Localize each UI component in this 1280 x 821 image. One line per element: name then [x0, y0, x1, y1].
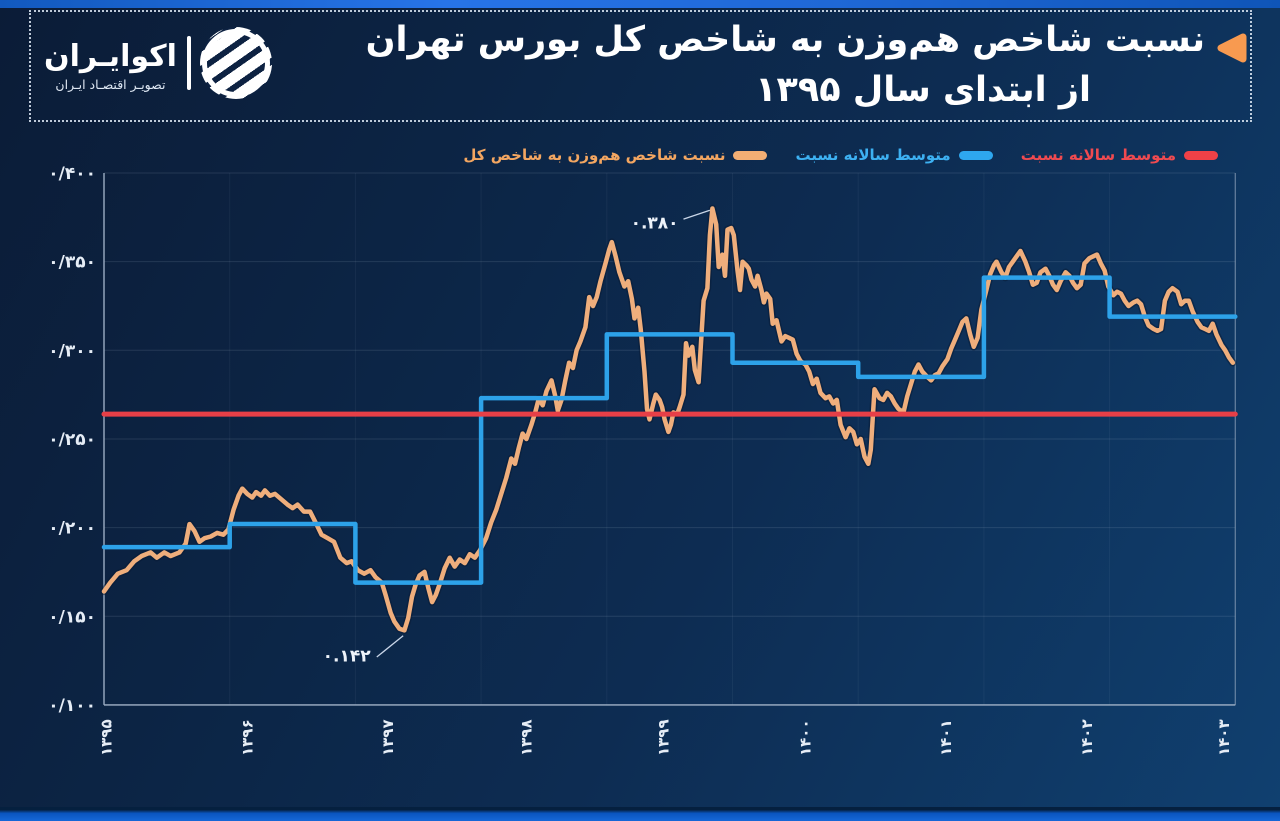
legend-item-0: نسبت شاخص هم‌وزن به شاخص کل: [463, 146, 768, 164]
x-tick-label: ۱۴۰۲: [1078, 719, 1096, 756]
y-tick-label: ۰/۲۵۰: [48, 430, 96, 450]
y-tick-label: ۰/۴۰۰: [48, 164, 96, 184]
legend-swatch-icon: [1184, 150, 1218, 160]
legend-item-1: متوسط سالانه نسبت: [795, 146, 993, 164]
legend-label: متوسط سالانه نسبت: [795, 146, 951, 164]
logo-divider: [186, 36, 191, 90]
title-bullet-icon: [1217, 33, 1247, 63]
logo-text-block: اکوایـران تصویـر اقتصـاد ایـران: [44, 39, 177, 93]
ratio-line: [101, 206, 1236, 633]
chart-legend: نسبت شاخص هم‌وزن به شاخص کل متوسط سالانه …: [463, 146, 1218, 164]
annotation-leader-line: [683, 209, 711, 220]
y-tick-label: ۰/۳۰۰: [48, 341, 96, 361]
logo-tagline: تصویـر اقتصـاد ایـران: [55, 77, 166, 92]
legend-label: نسبت شاخص هم‌وزن به شاخص کل: [463, 146, 726, 164]
annotation-label: ۰.۳۸۰: [631, 214, 679, 234]
legend-swatch-icon: [733, 150, 768, 160]
header-frame: [29, 10, 1252, 122]
x-tick-label: ۱۴۰۱: [937, 719, 955, 756]
y-tick-label: ۰/۲۰۰: [48, 519, 96, 539]
annotation-label: ۰.۱۴۲: [323, 646, 372, 666]
y-tick-label: ۰/۳۵۰: [48, 253, 96, 273]
y-tick-label: ۰/۱۵۰: [48, 607, 96, 627]
x-tick-label: ۱۳۹۸: [517, 719, 535, 756]
legend-item-2: متوسط سالانه نسبت: [1021, 146, 1218, 164]
top-accent-strip: [0, 0, 1280, 8]
x-tick-label: ۱۴۰۰: [796, 719, 814, 756]
legend-label: متوسط سالانه نسبت: [1020, 146, 1176, 164]
x-tick-label: ۱۳۹۶: [238, 719, 256, 756]
x-tick-label: ۱۳۹۵: [98, 719, 116, 756]
x-tick-label: ۱۳۹۷: [379, 719, 397, 756]
annual-average-step-line: [101, 275, 1238, 585]
y-tick-label: ۰/۱۰۰: [48, 696, 96, 716]
logo: اکوایـران تصویـر اقتصـاد ایـران: [44, 24, 272, 108]
bottom-accent-strip: [0, 807, 1280, 821]
x-tick-label: ۱۴۰۳: [1215, 719, 1233, 756]
annotation-leader-line: [376, 635, 404, 658]
logo-name: اکوایـران: [44, 39, 177, 74]
page-subtitle: از ابتدای سال ۱۳۹۵: [755, 70, 1091, 110]
x-tick-label: ۱۳۹۹: [654, 719, 672, 756]
ecoiran-logo-icon: [199, 27, 272, 99]
page-title: نسبت شاخص هم‌وزن به شاخص کل بورس تهران: [365, 20, 1205, 60]
logo-ring: [201, 29, 270, 97]
legend-swatch-icon: [958, 150, 993, 160]
